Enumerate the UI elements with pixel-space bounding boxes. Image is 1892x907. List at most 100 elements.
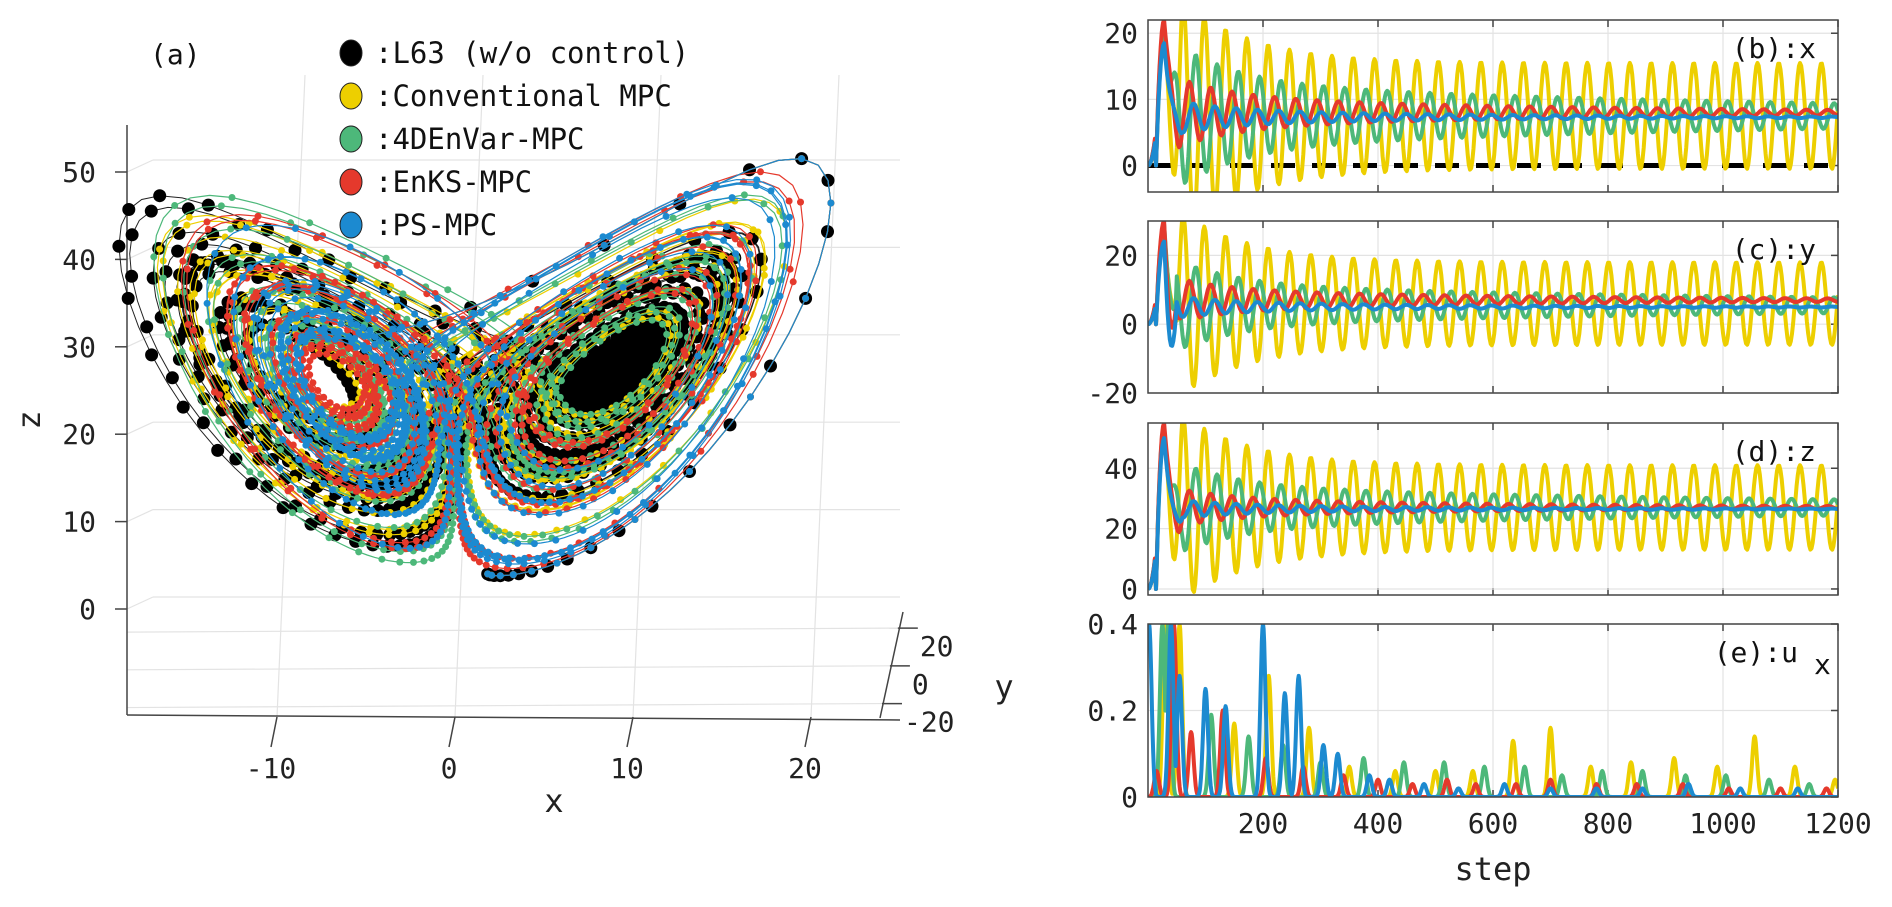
trajectory-point xyxy=(561,406,569,414)
trajectory-point xyxy=(284,455,292,463)
trajectory-point xyxy=(603,430,611,438)
trajectory-point xyxy=(211,443,225,457)
trajectory-point xyxy=(510,443,518,451)
trajectory-point xyxy=(797,198,804,206)
tick-label-y: -20 xyxy=(1087,377,1138,410)
trajectory-point xyxy=(671,360,679,368)
trajectory-point xyxy=(403,522,411,530)
trajectory-point xyxy=(416,455,424,463)
trajectory-point xyxy=(223,360,231,368)
trajectory-point xyxy=(578,492,586,500)
trajectory-point xyxy=(729,231,737,239)
trajectory-point xyxy=(518,336,525,344)
trajectory-point xyxy=(314,407,322,415)
trajectory-point xyxy=(782,221,790,229)
trajectory-point xyxy=(434,425,442,433)
trajectory-point xyxy=(396,325,403,333)
trajectory-point xyxy=(534,472,541,480)
trajectory-point xyxy=(315,394,322,402)
trajectory-point xyxy=(668,352,676,360)
trajectory-point xyxy=(666,304,673,312)
trajectory-point xyxy=(483,527,491,535)
trajectory-point xyxy=(556,498,564,506)
legend-label: :4DEnVar-MPC xyxy=(375,122,585,156)
trajectory-point xyxy=(285,281,293,289)
trajectory-point xyxy=(569,438,577,446)
trajectory-point xyxy=(462,442,470,449)
trajectory-point xyxy=(778,242,786,250)
panel-a-trajectories xyxy=(112,152,835,583)
trajectory-point xyxy=(247,402,255,410)
trajectory-point xyxy=(540,435,548,443)
trajectory-point xyxy=(407,470,415,478)
trajectory-point xyxy=(230,246,238,254)
series-ps-mpc xyxy=(1148,239,1838,348)
trajectory-point xyxy=(505,560,512,568)
trajectory-point xyxy=(469,436,477,444)
trajectory-point xyxy=(241,296,249,304)
trajectory-point xyxy=(464,394,472,402)
trajectory-point xyxy=(532,275,540,283)
trajectory-point xyxy=(546,424,554,432)
trajectory-point xyxy=(582,306,590,314)
panel-label: (d):z xyxy=(1732,435,1816,468)
trajectory-point xyxy=(264,255,272,263)
trajectory-point xyxy=(686,231,694,239)
trajectory-point xyxy=(215,417,223,425)
trajectory-point xyxy=(196,416,210,430)
trajectory-point xyxy=(305,436,313,444)
trajectory-point xyxy=(577,315,585,323)
trajectory-point xyxy=(701,258,709,266)
trajectory-point xyxy=(279,344,287,352)
trajectory-point xyxy=(718,346,726,354)
trajectory-point xyxy=(410,506,418,514)
trajectory-point xyxy=(216,391,224,399)
trajectory-point xyxy=(724,291,732,299)
trajectory-point xyxy=(542,355,550,363)
trajectory-point xyxy=(245,367,253,375)
trajectory-point xyxy=(437,528,444,536)
trajectory-point xyxy=(269,423,277,431)
trajectory-point xyxy=(707,327,715,335)
trajectory-point xyxy=(654,286,662,294)
trajectory-point xyxy=(698,273,706,281)
trajectory-point xyxy=(648,316,656,324)
trajectory-point xyxy=(627,238,635,246)
trajectory-point xyxy=(365,528,373,536)
trajectory-point xyxy=(362,505,370,513)
trajectory-point xyxy=(271,412,279,419)
trajectory-point xyxy=(484,480,492,488)
trajectory-point xyxy=(292,360,300,368)
trajectory-point xyxy=(310,352,318,360)
trajectory-point xyxy=(282,365,290,373)
grid-y--20 xyxy=(126,702,882,709)
trajectory-point xyxy=(718,252,726,260)
tick-label-x: 1000 xyxy=(1689,807,1756,840)
trajectory-point xyxy=(371,340,379,348)
trajectory-point xyxy=(529,346,537,354)
trajectory-point xyxy=(291,324,299,332)
trajectory-point xyxy=(568,473,575,480)
trajectory-point xyxy=(277,253,285,261)
trajectory-point xyxy=(324,306,332,314)
trajectory-point xyxy=(438,547,446,555)
trajectory-point xyxy=(645,415,653,423)
trajectory-point xyxy=(564,434,572,441)
grid-y-20 xyxy=(126,627,898,633)
trajectory-point xyxy=(402,347,409,355)
trajectory-point xyxy=(664,374,672,382)
trajectory-point xyxy=(336,476,344,484)
trajectory-point xyxy=(500,337,508,345)
trajectory-point xyxy=(531,530,539,538)
trajectory-point xyxy=(395,421,403,428)
trajectory-point xyxy=(527,352,535,360)
trajectory-point xyxy=(410,457,418,465)
legend-label: :L63 (w/o control) xyxy=(375,36,689,70)
trajectory-point xyxy=(488,361,495,369)
trajectory-point xyxy=(745,233,753,241)
trajectory-point xyxy=(253,375,261,382)
trajectory-point xyxy=(493,552,501,560)
trajectory-point xyxy=(580,350,588,358)
trajectory-point xyxy=(338,410,346,418)
trajectory-point xyxy=(520,560,528,568)
